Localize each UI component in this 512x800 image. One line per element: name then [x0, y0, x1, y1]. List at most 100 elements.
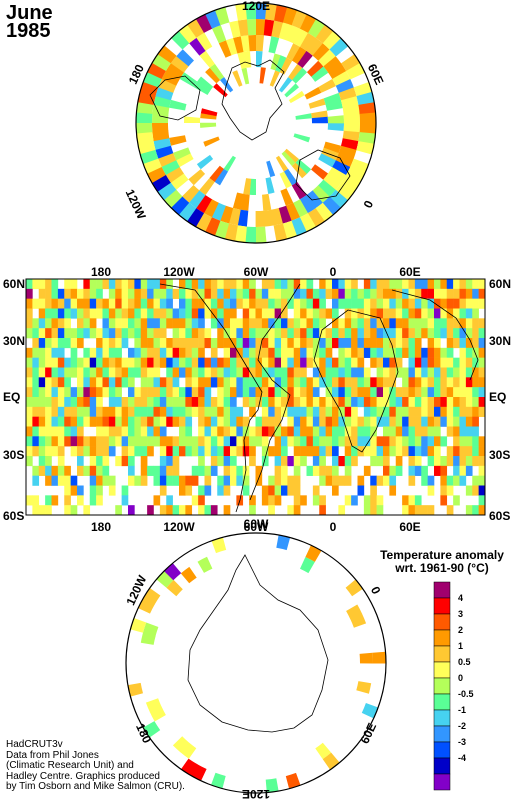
grid-cell: [402, 397, 409, 408]
grid-cell: [472, 406, 479, 417]
grid-cell: [459, 465, 467, 476]
grid-cell: [427, 308, 435, 319]
grid-cell: [325, 357, 333, 368]
grid-cell: [402, 318, 409, 329]
grid-cell: [204, 288, 212, 299]
grid-cell: [249, 495, 256, 506]
grid-cell: [179, 387, 186, 398]
grid-cell: [395, 318, 403, 329]
grid-cell: [140, 377, 148, 388]
grid-cell: [421, 426, 428, 437]
grid-cell: [147, 347, 154, 358]
grid-cell: [465, 298, 473, 309]
right-lat-label-eq: EQ: [489, 390, 506, 404]
grid-cell: [89, 475, 97, 486]
grid-cell: [344, 426, 352, 437]
grid-cell: [159, 426, 167, 437]
grid-cell: [274, 318, 282, 329]
grid-cell: [83, 328, 91, 339]
grid-cell: [395, 328, 403, 339]
grid-cell: [210, 505, 218, 515]
grid-cell: [96, 288, 103, 299]
grid-cell: [287, 505, 295, 515]
grid-cell: [210, 416, 218, 427]
top-lon-label-120w: 120W: [163, 265, 195, 279]
grid-cell: [389, 318, 397, 329]
polar-grid-cell: [328, 63, 347, 80]
grid-cell: [128, 377, 135, 388]
grid-cell: [300, 387, 307, 398]
grid-cell: [115, 505, 122, 515]
grid-cell: [344, 475, 352, 486]
grid-cell: [191, 338, 199, 349]
grid-cell: [242, 298, 250, 309]
grid-cell: [472, 446, 479, 457]
grid-cell: [376, 397, 384, 408]
grid-cell: [108, 475, 116, 486]
grid-cell: [319, 397, 326, 408]
grid-cell: [312, 446, 320, 457]
grid-cell: [440, 387, 448, 398]
bottom-lon-label-60e: 60E: [399, 520, 420, 534]
grid-cell: [70, 446, 78, 457]
grid-cell: [383, 465, 390, 476]
grid-cell: [77, 298, 84, 309]
grid-cell: [70, 288, 78, 299]
grid-cell: [179, 357, 186, 368]
grid-cell: [70, 406, 78, 417]
grid-cell: [57, 406, 65, 417]
grid-cell: [26, 308, 33, 319]
polar-grid-cell: [136, 131, 154, 144]
grid-cell: [51, 416, 59, 427]
grid-cell: [185, 485, 193, 496]
polar-grid-cell: [220, 205, 234, 224]
polar-grid-cell: [143, 71, 162, 88]
grid-cell: [147, 387, 154, 398]
grid-cell: [268, 475, 275, 486]
polar-grid-cell: [308, 98, 326, 109]
grid-cell: [64, 475, 71, 486]
grid-cell: [45, 446, 52, 457]
grid-cell: [217, 298, 224, 309]
legend-label: 4: [458, 593, 463, 603]
polar-grid-cell: [195, 212, 212, 232]
legend-label: -3: [458, 737, 466, 747]
grid-cell: [51, 338, 59, 349]
grid-cell: [434, 397, 441, 408]
grid-cell: [147, 338, 154, 349]
grid-cell: [332, 338, 339, 349]
grid-cell: [179, 288, 186, 299]
grid-cell: [319, 328, 326, 339]
grid-cell: [376, 456, 384, 467]
grid-cell: [217, 367, 224, 378]
grid-cell: [153, 465, 161, 476]
grid-cell: [408, 406, 416, 417]
grid-cell: [185, 387, 193, 398]
polar-grid-cell: [158, 152, 177, 167]
grid-cell: [147, 308, 154, 319]
grid-cell: [338, 456, 346, 467]
grid-cell: [312, 436, 320, 447]
polar-grid-cell: [341, 96, 359, 109]
polar-grid-cell: [188, 190, 206, 209]
grid-cell: [395, 446, 403, 457]
grid-cell: [45, 357, 52, 368]
grid-cell: [319, 279, 326, 290]
grid-cell: [32, 495, 40, 506]
grid-cell: [402, 505, 409, 515]
grid-cell: [408, 298, 416, 309]
grid-cell: [134, 357, 142, 368]
grid-cell: [64, 298, 71, 309]
grid-cell: [344, 367, 352, 378]
grid-cell: [102, 465, 110, 476]
grid-cell: [64, 465, 71, 476]
grid-cell: [293, 495, 301, 506]
grid-cell: [478, 328, 485, 339]
grid-cell: [32, 377, 40, 388]
grid-cell: [395, 456, 403, 467]
polar-grid-cell: [187, 18, 205, 38]
grid-cell: [108, 347, 116, 358]
grid-cell: [281, 475, 288, 486]
polar-grid-cell: [285, 772, 301, 789]
polar-grid-cell: [327, 167, 347, 183]
